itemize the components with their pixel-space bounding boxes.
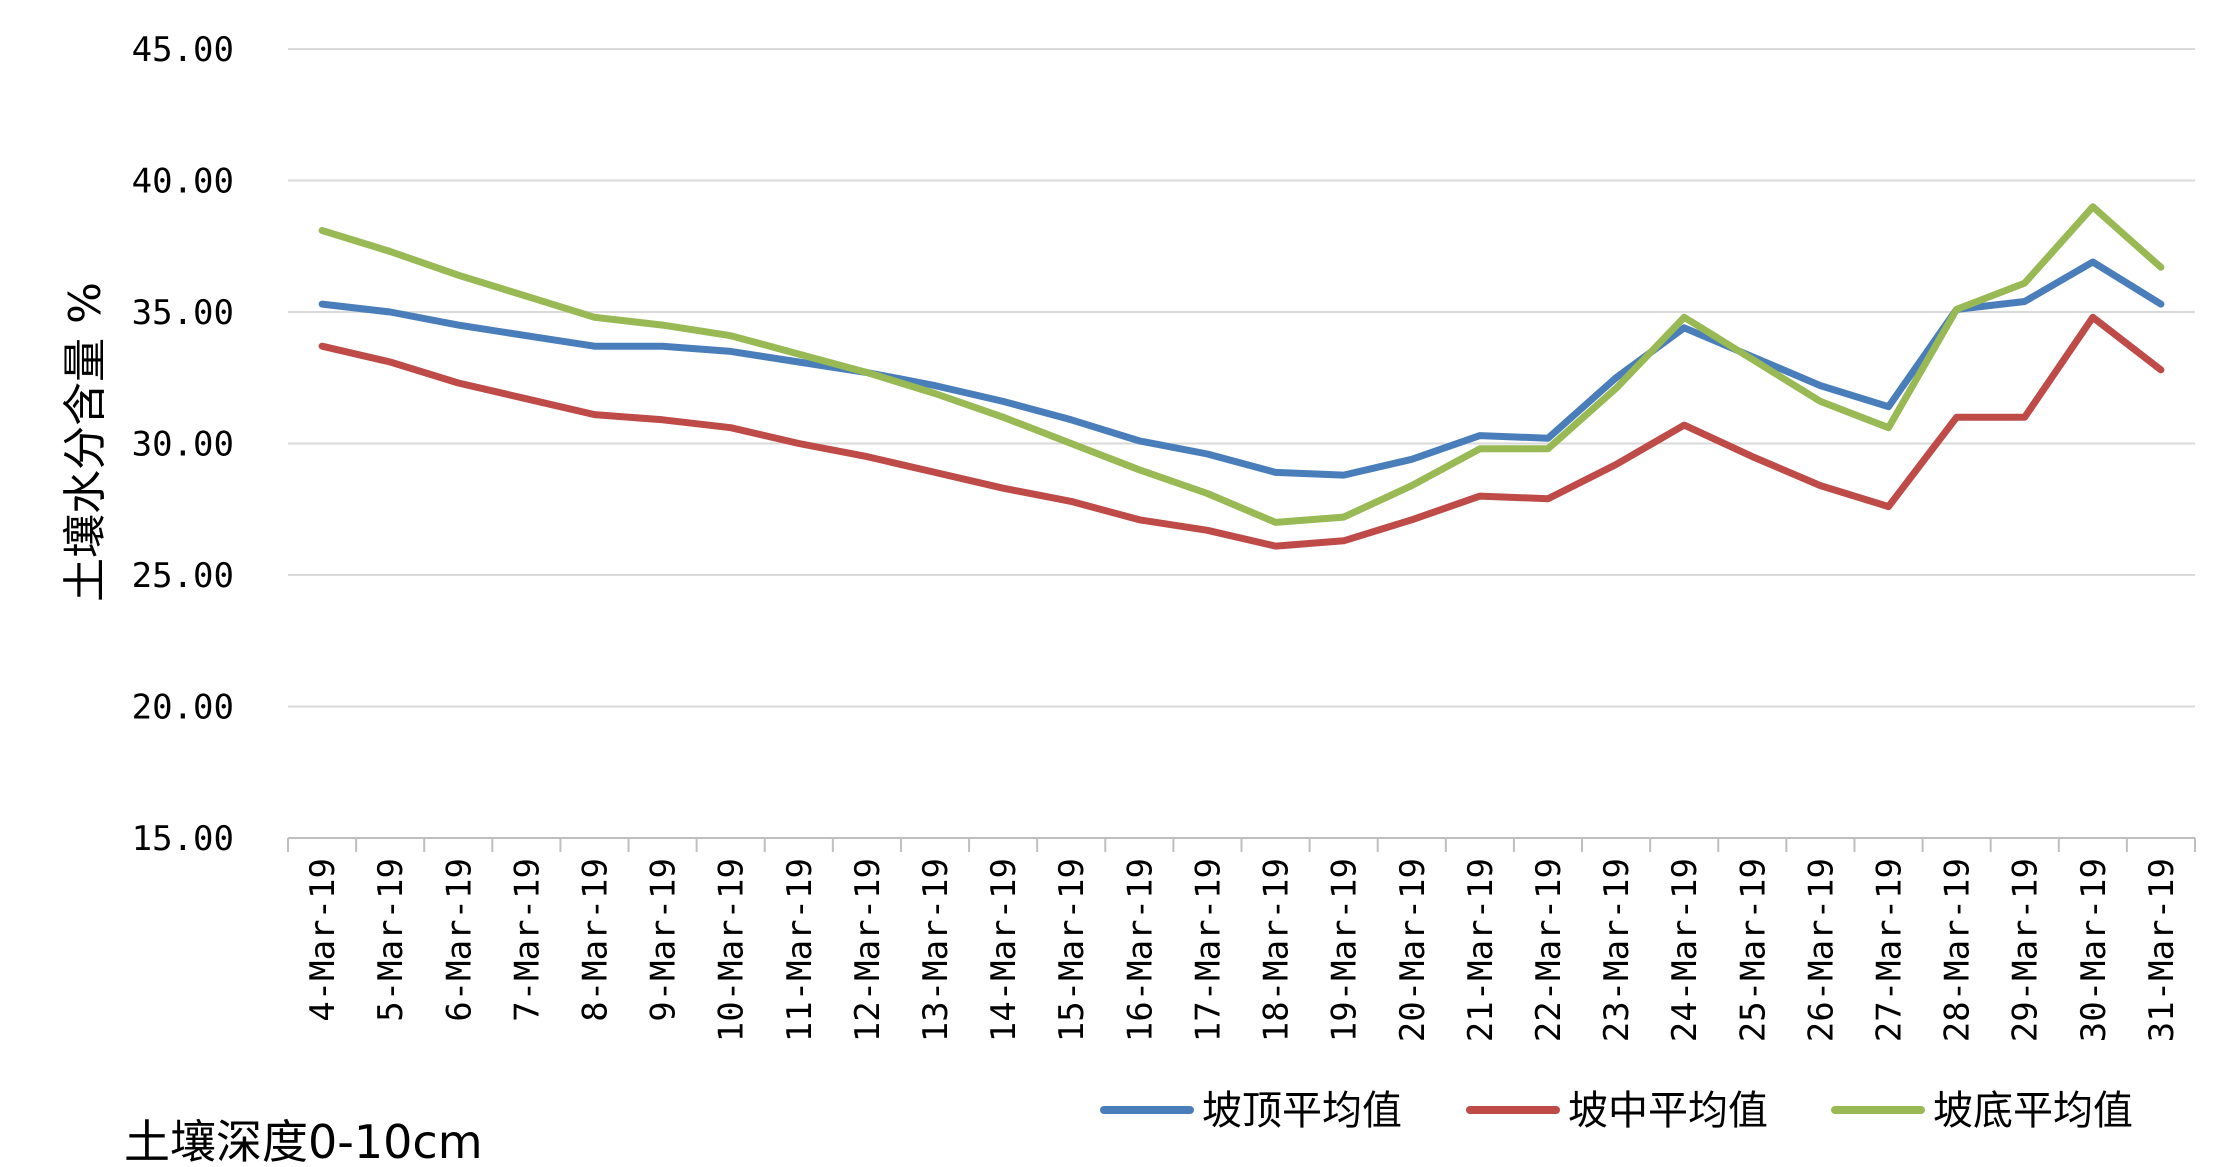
x-tick-label: 12-Mar-19	[848, 858, 888, 1042]
y-tick-label: 35.00	[132, 293, 234, 333]
x-tick-label: 20-Mar-19	[1393, 858, 1433, 1042]
x-tick-label: 8-Mar-19	[575, 858, 615, 1022]
x-tick-label: 30-Mar-19	[2074, 858, 2114, 1042]
x-axis-tick-marks	[287, 838, 2196, 852]
x-tick-label: 18-Mar-19	[1257, 858, 1297, 1042]
x-tick-label: 7-Mar-19	[507, 858, 547, 1022]
x-tick-label: 4-Mar-19	[303, 858, 343, 1022]
y-tick-label: 30.00	[132, 425, 234, 465]
y-tick-label: 25.00	[132, 556, 234, 596]
y-tick-label: 45.00	[132, 30, 234, 70]
x-tick-label: 25-Mar-19	[1733, 858, 1773, 1042]
x-tick-label: 11-Mar-19	[780, 858, 820, 1042]
series-line	[318, 203, 2165, 526]
y-axis-ticks: 15.00 20.00 25.00 30.00 35.00 40.00 45.00	[132, 30, 234, 859]
y-axis-label: 土壤水分含量 %	[60, 282, 111, 602]
y-tick-label: 20.00	[132, 688, 234, 728]
x-tick-label: 14-Mar-19	[984, 858, 1024, 1042]
x-tick-label: 21-Mar-19	[1461, 858, 1501, 1042]
x-tick-label: 31-Mar-19	[2142, 858, 2182, 1042]
x-tick-label: 13-Mar-19	[916, 858, 956, 1042]
gridlines	[288, 48, 2195, 708]
legend-label: 坡中平均值	[1568, 1088, 1768, 1134]
x-tick-label: 6-Mar-19	[439, 858, 479, 1022]
x-tick-label: 22-Mar-19	[1529, 858, 1569, 1042]
x-tick-label: 16-Mar-19	[1120, 858, 1160, 1042]
series-lines	[318, 203, 2165, 550]
x-tick-label: 10-Mar-19	[712, 858, 752, 1042]
x-tick-label: 23-Mar-19	[1597, 858, 1637, 1042]
legend: 坡顶平均值 坡中平均值 坡底平均值	[1100, 1088, 2133, 1134]
x-tick-label: 27-Mar-19	[1870, 858, 1910, 1042]
depth-annotation: 土壤深度0-10cm	[124, 1115, 483, 1167]
x-tick-label: 19-Mar-19	[1325, 858, 1365, 1042]
series-line	[318, 258, 2165, 479]
legend-label: 坡底平均值	[1933, 1088, 2133, 1134]
x-tick-label: 15-Mar-19	[1052, 858, 1092, 1042]
x-tick-label: 17-Mar-19	[1188, 858, 1228, 1042]
x-tick-label: 26-Mar-19	[1801, 858, 1841, 1042]
y-tick-label: 15.00	[132, 819, 234, 859]
x-axis-ticks: 4-Mar-19 5-Mar-19 6-Mar-19 7-Mar-19 8-Mar-19…	[303, 858, 2182, 1042]
series-line	[318, 313, 2165, 550]
y-tick-label: 40.00	[132, 162, 234, 202]
x-tick-label: 28-Mar-19	[1938, 858, 1978, 1042]
x-tick-label: 29-Mar-19	[2006, 858, 2046, 1042]
x-tick-label: 5-Mar-19	[371, 858, 411, 1022]
x-tick-label: 9-Mar-19	[644, 858, 684, 1022]
legend-label: 坡顶平均值	[1202, 1088, 1402, 1134]
x-tick-label: 24-Mar-19	[1665, 858, 1705, 1042]
